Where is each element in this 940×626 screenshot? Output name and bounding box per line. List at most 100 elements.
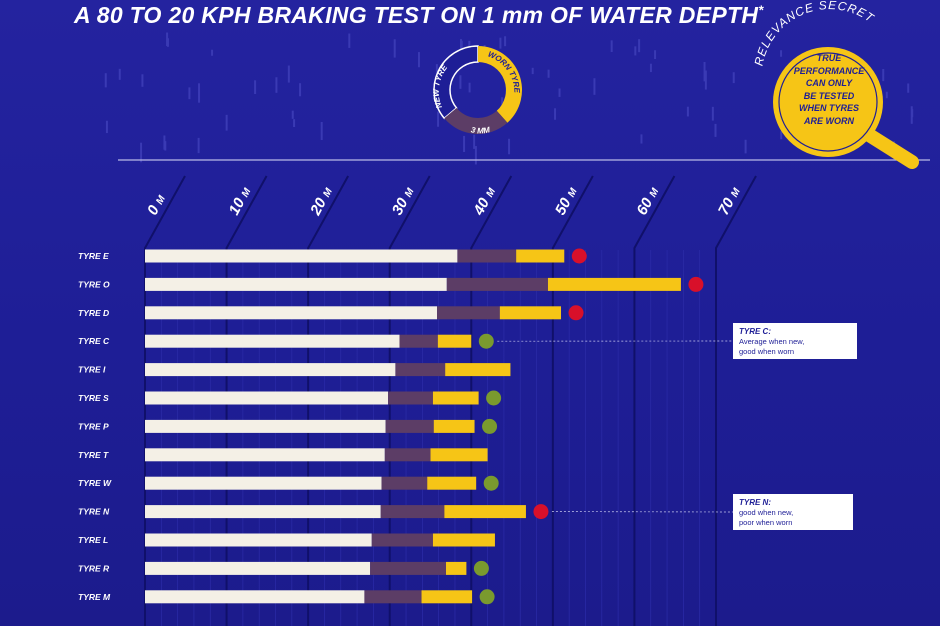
bar-segment-new [145, 476, 382, 490]
row-label: TYRE M [78, 592, 111, 602]
grid-line [551, 175, 594, 626]
bar-segment-mid [457, 249, 517, 263]
donut-label-depth: 3 MM [470, 125, 491, 135]
relevance-line: TRUE [816, 53, 842, 63]
bar-segment-new [145, 391, 389, 405]
bar-segment-new [145, 277, 447, 291]
row-label: TYRE W [78, 478, 112, 488]
marker-good [479, 589, 495, 605]
relevance-line: PERFORMANCE [793, 65, 865, 76]
bar-segment-new [145, 306, 438, 320]
marker-poor [688, 276, 704, 292]
bar-segment-worn [437, 334, 472, 348]
grid-line [715, 175, 757, 626]
relevance-line: ARE WORN [804, 115, 854, 126]
markers [473, 248, 704, 605]
annotation-title: TYRE N: [739, 498, 771, 507]
bar-segment-mid [370, 561, 446, 575]
bar-segment-worn [432, 391, 479, 405]
relevance-line: CAN ONLY [805, 78, 853, 88]
x-tick-label: 0 M [144, 191, 169, 218]
row-label: TYRE E [78, 251, 109, 261]
x-tick-label: 30 M [389, 184, 418, 218]
bar-segment-new [145, 334, 400, 348]
chart-title: A 80 TO 20 KPH BRAKING TEST ON 1 mm OF W… [74, 2, 764, 28]
bar-segment-mid [380, 505, 445, 519]
bar-segment-new [145, 590, 365, 604]
relevance-text: TRUE PERFORMANCE CAN ONLY BE TESTED WHEN… [779, 52, 879, 127]
row-label: TYRE P [78, 421, 109, 431]
annotation-line: Average when new, [739, 337, 805, 346]
bar-segment-worn [430, 448, 488, 462]
relevance-line: WHEN TYRES [798, 103, 859, 113]
bars [145, 249, 681, 604]
bar-segment-mid [381, 476, 428, 490]
annotation-tyre-c: TYRE C: Average when new, good when worn [733, 323, 857, 359]
tread-donut: NEW TYRE WORN TYRE 3 MM [432, 45, 522, 135]
bar-segment-worn [427, 476, 477, 490]
row-label: TYRE I [78, 365, 106, 375]
row-label: TYRE C [78, 336, 110, 346]
bar-segment-new [145, 505, 381, 519]
x-tick-label: 40 M [470, 184, 499, 219]
bar-segment-worn [432, 533, 495, 547]
row-label: TYRE T [78, 450, 109, 460]
donut-new-segment [433, 45, 479, 120]
marker-poor [571, 248, 587, 264]
bar-segment-new [145, 448, 385, 462]
row-label: TYRE N [78, 507, 110, 517]
grid-line [144, 175, 186, 626]
bar-segment-worn [444, 505, 526, 519]
row-label: TYRE R [78, 563, 110, 573]
marker-good [473, 560, 489, 576]
marker-good [478, 333, 494, 349]
annotation-line: good when worn [739, 347, 795, 356]
x-tick-label: 70 M [715, 184, 744, 218]
bar-segment-worn [445, 561, 467, 575]
bar-segment-worn [421, 590, 473, 604]
marker-good [486, 390, 502, 406]
bar-segment-mid [371, 533, 433, 547]
marker-good [482, 418, 498, 434]
bar-segment-mid [437, 306, 500, 320]
grid-line [633, 175, 676, 626]
bar-segment-worn [445, 363, 511, 377]
bar-segment-worn [433, 419, 475, 433]
magnifier-rim [778, 52, 878, 152]
annotation-line: poor when worn [739, 518, 793, 527]
bar-segment-mid [384, 448, 431, 462]
row-label: TYRE L [78, 535, 108, 545]
relevance-line: BE TESTED [803, 90, 855, 101]
bar-segment-mid [395, 363, 446, 377]
donut-worn-segment [478, 46, 522, 123]
grid-line [225, 175, 268, 626]
x-tick-label: 20 M [307, 184, 336, 219]
annotation-connectors [497, 340, 734, 513]
bar-segment-new [145, 249, 458, 263]
row-labels: TYRE E TYRE O TYRE D TYRE C TYRE I TYRE S TYRE… [78, 251, 112, 602]
bar-segment-mid [385, 419, 434, 433]
row-label: TYRE O [78, 279, 110, 289]
bar-segment-worn [516, 249, 565, 263]
annotation-tyre-n: TYRE N: good when new, poor when worn [733, 494, 853, 530]
marker-poor [568, 305, 584, 321]
annotation-line: good when new, [739, 508, 794, 517]
bar-segment-worn [499, 306, 562, 320]
marker-poor [533, 504, 549, 520]
bar-segment-worn [547, 277, 681, 291]
row-label: TYRE D [78, 308, 109, 318]
magnifier-lens [773, 47, 883, 157]
x-tick-label: 60 M [633, 184, 662, 218]
bar-segment-new [145, 533, 372, 547]
row-label: TYRE S [78, 393, 109, 403]
x-tick-label: 50 M [552, 184, 581, 218]
bar-segment-mid [399, 334, 438, 348]
bar-segment-mid [364, 590, 422, 604]
bar-segment-new [145, 419, 386, 433]
bar-segment-new [145, 561, 371, 575]
grid-line [388, 175, 431, 626]
grid-line [307, 175, 350, 626]
annotation-title: TYRE C: [739, 327, 771, 336]
